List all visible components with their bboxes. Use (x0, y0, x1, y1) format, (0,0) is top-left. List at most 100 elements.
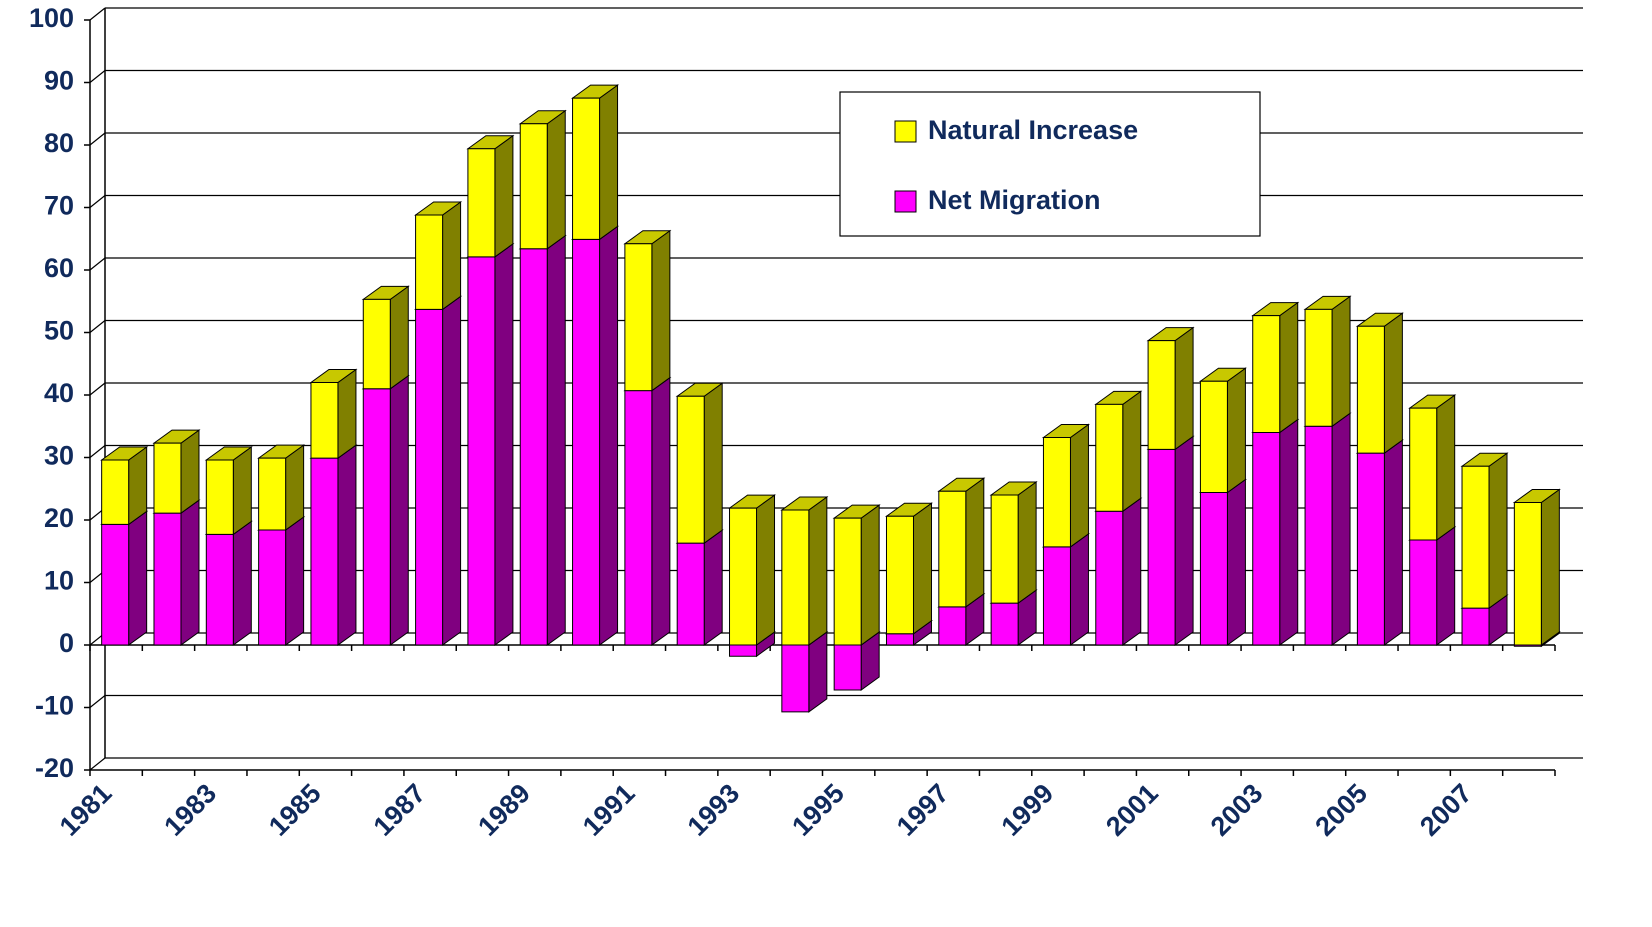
bar (1095, 510, 1124, 646)
y-tick-label: -10 (35, 691, 74, 721)
y-tick-label: 0 (59, 628, 74, 658)
bar-side (1279, 418, 1299, 646)
x-tick-label: 2005 (1309, 778, 1373, 842)
bar-side (442, 201, 462, 311)
bar-side (1226, 367, 1246, 494)
bar (1199, 380, 1228, 493)
bar (205, 459, 234, 535)
bar (729, 644, 758, 657)
grid-line-side (89, 132, 106, 146)
bar-side (285, 516, 305, 646)
bar-side (232, 446, 252, 536)
bar (258, 529, 287, 646)
bar (1199, 492, 1228, 646)
bar (519, 248, 548, 646)
bar (1304, 425, 1333, 646)
bar-side (442, 295, 462, 646)
bar-side (389, 285, 409, 390)
bar (1356, 325, 1385, 454)
grid-line-side (89, 195, 106, 208)
bar (990, 494, 1019, 604)
bar-side (1331, 412, 1351, 646)
bar-side (1540, 488, 1560, 646)
bar (362, 298, 391, 390)
legend-swatch (894, 120, 917, 143)
bar-side (1069, 423, 1089, 548)
bar-side (912, 502, 932, 635)
bar-side (703, 382, 723, 545)
bar (1147, 340, 1176, 450)
bar-side (703, 529, 723, 646)
bar-side (180, 429, 200, 515)
legend: Natural Increase Net Migration (839, 91, 1261, 237)
bar-side (546, 234, 566, 646)
bar (310, 457, 339, 646)
bar-side (232, 520, 252, 646)
y-tick-label: 70 (44, 191, 74, 221)
bar-side (494, 242, 514, 646)
y-tick-label: -20 (35, 753, 74, 783)
grid-line-side (89, 7, 106, 21)
bar (885, 515, 914, 635)
bar-side (1017, 481, 1037, 605)
grid-line-side (89, 320, 106, 333)
bar (781, 509, 810, 646)
bar (781, 644, 810, 713)
bar (1042, 546, 1071, 646)
y-tick-label: 100 (29, 3, 74, 33)
bar (205, 533, 234, 646)
bar (676, 542, 705, 646)
x-tick-label: 1983 (158, 778, 222, 842)
bar (572, 97, 601, 240)
y-tick-label: 80 (44, 128, 74, 158)
bar (572, 238, 601, 646)
bar-side (285, 444, 305, 531)
bar (467, 256, 496, 646)
bar-side (494, 134, 514, 258)
x-tick-label: 1987 (368, 778, 432, 842)
bar-side (965, 477, 985, 608)
y-tick-label: 50 (44, 316, 74, 346)
bar (885, 633, 914, 646)
x-tick-label: 2007 (1414, 778, 1478, 842)
grid-line-side (89, 757, 106, 771)
bar (990, 602, 1019, 646)
y-tick-label: 60 (44, 253, 74, 283)
bar (1461, 607, 1490, 646)
grid-line-side (89, 70, 106, 83)
y-tick-label: 40 (44, 378, 74, 408)
grid-line-side (89, 382, 106, 396)
y-tick-label: 90 (44, 66, 74, 96)
x-tick-label: 1993 (682, 778, 746, 842)
x-tick-label: 1985 (263, 778, 327, 842)
bar (1095, 403, 1124, 512)
bar (676, 395, 705, 544)
x-tick-label: 1991 (577, 778, 641, 842)
bar (1252, 432, 1281, 646)
bar-side (1383, 439, 1403, 646)
grid-line-side (89, 695, 106, 708)
bar (258, 457, 287, 531)
bar-side (1174, 326, 1194, 451)
bar (624, 243, 653, 392)
legend-label: Net Migration (928, 185, 1101, 215)
bar (938, 490, 967, 608)
bar-side (1122, 497, 1142, 646)
bar-side (756, 494, 776, 646)
bar (467, 148, 496, 258)
x-tick-label: 2003 (1205, 778, 1269, 842)
bar-side (1436, 394, 1456, 541)
bar (153, 512, 182, 646)
grid-line-side (89, 257, 106, 271)
bar (101, 459, 130, 525)
bar-side (337, 368, 357, 460)
bar-side (651, 376, 671, 646)
bar (415, 214, 444, 310)
bar-side (1383, 312, 1403, 455)
x-tick-label: 1981 (54, 778, 118, 842)
bar-side (1436, 526, 1456, 646)
bar (310, 382, 339, 459)
bar-side (808, 631, 828, 713)
bar-side (1069, 532, 1089, 646)
